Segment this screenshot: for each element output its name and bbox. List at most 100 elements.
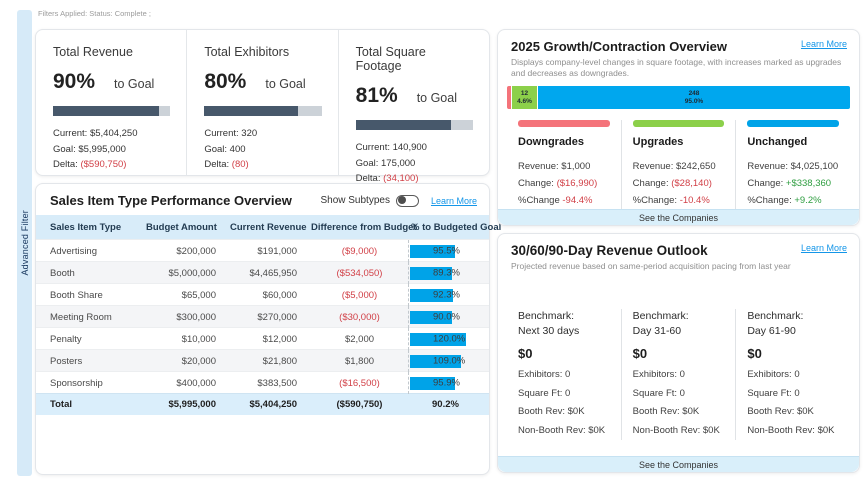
benchmark-label: Benchmark: <box>632 310 689 322</box>
cell-diff: ($5,000) <box>341 289 378 301</box>
cell-diff: $1,800 <box>344 355 375 367</box>
cell-diff: ($30,000) <box>339 311 380 323</box>
cell-type: Penalty <box>50 333 82 345</box>
group-upgrades: Upgrades Revenue: $242,650 Change: ($28,… <box>620 120 736 209</box>
sales-performance-card: Sales Item Type Performance Overview Sho… <box>35 183 501 475</box>
show-subtypes-toggle[interactable] <box>395 194 419 207</box>
kpi-current: Current: 320 <box>204 128 258 139</box>
cell-type: Meeting Room <box>50 311 112 323</box>
cell-diff: $2,000 <box>344 333 375 345</box>
group-pct-change: %Change: +9.2% <box>747 195 822 206</box>
period-day-31-60: Benchmark: Day 31-60 $0 Exhibitors: 0 Sq… <box>620 309 736 440</box>
kpi-to-goal-label: to Goal <box>416 91 457 105</box>
kpi-goal: Goal: $5,995,000 <box>53 143 126 155</box>
col-sales-item-type: Sales Item Type <box>50 221 122 233</box>
see-the-companies-button[interactable]: See the Companies <box>498 209 859 225</box>
group-pct-change: %Change: -10.4% <box>632 195 710 206</box>
benchmark-label: Benchmark: <box>747 310 804 322</box>
cell-pct-bar: 95.5% <box>408 240 491 262</box>
outlook-subtitle: Projected revenue based on same-period a… <box>511 261 791 271</box>
cell-total-label: Total <box>50 399 72 410</box>
period-next-30-days: Benchmark: Next 30 days $0 Exhibitors: 0… <box>507 309 621 440</box>
learn-more-link[interactable]: Learn More <box>800 243 847 253</box>
kpi-goal: Goal: 175,000 <box>355 157 416 169</box>
table-row: Posters $20,000 $21,800 $1,800 109.0% <box>36 349 491 372</box>
period-label: Day 31-60 <box>632 325 682 337</box>
col-difference: Difference from Budget <box>311 221 417 233</box>
stat-booth-rev: Booth Rev: $0K <box>518 406 585 417</box>
stat-non-booth-rev: Non-Booth Rev: $0K <box>632 424 720 436</box>
stat-exhibitors: Exhibitors: 0 <box>747 369 800 380</box>
growth-stacked-bar: 12 4.6% 248 95.0% <box>507 86 850 109</box>
learn-more-link[interactable]: Learn More <box>430 195 477 206</box>
kpi-total-square-footage: Total Square Footage 81% to Goal Current… <box>337 30 489 184</box>
cell-pct-bar: 92.3% <box>408 284 491 306</box>
kpi-current: Current: 140,900 <box>355 142 427 153</box>
period-label: Day 61-90 <box>747 325 796 337</box>
kpi-to-goal-label: to Goal <box>114 77 155 91</box>
learn-more-link[interactable]: Learn More <box>800 39 847 49</box>
advanced-filter-tab[interactable]: Advanced Filter <box>17 10 32 476</box>
cell-budget: $10,000 <box>181 333 216 345</box>
group-downgrades: Downgrades Revenue: $1,000 Change: ($16,… <box>507 120 621 209</box>
cell-pct-bar: 95.9% <box>408 372 491 394</box>
table-row: Booth $5,000,000 $4,465,950 ($534,050) 8… <box>36 261 489 284</box>
cell-type: Sponsorship <box>50 377 103 389</box>
cell-budget: $200,000 <box>176 245 216 257</box>
cell-type: Advertising <box>50 245 97 257</box>
kpi-percent: 81% <box>355 84 398 107</box>
period-amount: $0 <box>747 346 762 361</box>
col-budget-amount: Budget Amount <box>146 221 217 233</box>
period-label: Next 30 days <box>518 325 580 337</box>
growth-contraction-card: 2025 Growth/Contraction Overview Learn M… <box>497 29 860 226</box>
cell-type: Booth <box>50 267 75 279</box>
kpi-summary-card: Total Revenue 90% to Goal Current: $5,40… <box>35 29 490 184</box>
kpi-title: Total Square Footage <box>355 45 426 73</box>
table-row: Sponsorship $400,000 $383,500 ($16,500) … <box>36 371 491 394</box>
progress-bar <box>204 106 322 116</box>
cell-type: Booth Share <box>50 289 103 301</box>
cell-total-revenue: $5,404,250 <box>249 399 297 410</box>
group-heading: Unchanged <box>747 136 808 148</box>
cell-pct-bar: 109.0% <box>408 350 491 372</box>
table-row: Booth Share $65,000 $60,000 ($5,000) 92.… <box>36 283 491 306</box>
table-header-row: Sales Item Type Budget Amount Current Re… <box>36 215 501 239</box>
downgrades-color-strip <box>518 120 610 127</box>
group-heading: Upgrades <box>632 136 684 148</box>
col-current-revenue: Current Revenue <box>230 221 307 233</box>
stat-booth-rev: Booth Rev: $0K <box>632 406 700 417</box>
cell-total-budget: $5,995,000 <box>168 399 216 410</box>
progress-bar <box>53 106 171 116</box>
benchmark-label: Benchmark: <box>518 310 575 322</box>
outlook-title: 30/60/90-Day Revenue Outlook <box>511 243 708 258</box>
kpi-title: Total Revenue <box>53 45 133 59</box>
cell-budget: $5,000,000 <box>168 267 216 279</box>
cell-pct-bar: 120.0% <box>408 328 491 350</box>
table-row: Penalty $10,000 $12,000 $2,000 120.0% <box>36 327 491 350</box>
stat-square-ft: Square Ft: 0 <box>518 387 571 399</box>
kpi-percent: 80% <box>204 70 247 93</box>
advanced-filter-label: Advanced Filter <box>19 210 30 276</box>
group-change: Change: +$338,360 <box>747 178 832 189</box>
cell-budget: $65,000 <box>181 289 216 301</box>
segment-downgrades <box>507 86 511 109</box>
cell-diff: ($534,050) <box>336 267 383 279</box>
filters-applied-text: Filters Applied: Status: Complete ; <box>38 9 151 18</box>
stat-square-ft: Square Ft: 0 <box>632 387 685 399</box>
cell-budget: $300,000 <box>176 311 216 323</box>
period-day-61-90: Benchmark: Day 61-90 $0 Exhibitors: 0 Sq… <box>735 309 850 440</box>
group-revenue: Revenue: $1,000 <box>518 161 591 172</box>
kpi-delta: Delta: ($590,750) <box>53 159 127 170</box>
kpi-goal: Goal: 400 <box>204 143 246 155</box>
cell-total-pct: 90.2% <box>432 399 459 410</box>
table-row: Meeting Room $300,000 $270,000 ($30,000)… <box>36 305 489 328</box>
group-revenue: Revenue: $242,650 <box>632 161 716 172</box>
see-the-companies-button[interactable]: See the Companies <box>498 456 859 472</box>
cell-revenue: $4,465,950 <box>249 267 297 279</box>
group-unchanged: Unchanged Revenue: $4,025,100 Change: +$… <box>735 120 850 209</box>
table-total-row: Total $5,995,000 $5,404,250 ($590,750) 9… <box>36 393 489 415</box>
stat-non-booth-rev: Non-Booth Rev: $0K <box>747 424 835 436</box>
group-revenue: Revenue: $4,025,100 <box>747 161 839 172</box>
group-change: Change: ($28,140) <box>632 178 712 189</box>
stat-exhibitors: Exhibitors: 0 <box>518 369 571 380</box>
